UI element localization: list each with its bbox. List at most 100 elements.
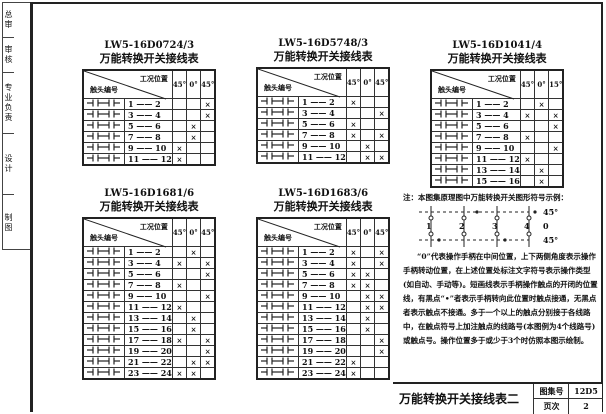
level-label: 45° [543, 235, 558, 245]
contact-number: 3 —— 4 [124, 109, 173, 121]
table-row: 7 —— 8 × [82, 279, 216, 291]
contact-from: 1 [128, 98, 134, 109]
diagonal-header: 工况位置 触头编号 [82, 69, 173, 100]
contact-from: 9 [302, 140, 308, 151]
empty-cell [374, 367, 390, 380]
header-row: 工况位置 触头编号 45° 0° 45° [256, 217, 390, 248]
line-label: 4 [524, 221, 530, 231]
contact-from: 1 [476, 98, 482, 109]
empty-cell [171, 246, 188, 258]
contact-from: 5 [302, 118, 308, 129]
closed-mark-cell: × [374, 151, 390, 164]
page-number: 2 [568, 399, 603, 414]
contact-number: 9 —— 10 [472, 142, 521, 154]
wiring-table-block: LW5-16D1683/6 万能转换开关接线表 工况位置 触头编号 45° 0° 45° 1 … [256, 188, 391, 380]
table-title: LW5-16D1041/4 万能转换开关接线表 [430, 40, 564, 66]
contact-number: 9 —— 10 [298, 290, 347, 302]
contact-symbol [256, 151, 299, 164]
closed-mark-cell: × [171, 334, 188, 346]
contact-symbol-icon [435, 110, 468, 118]
contact-to: 12 [160, 153, 172, 164]
contact-from: 17 [302, 334, 314, 345]
contact-symbol [82, 279, 125, 291]
contact-symbol [82, 301, 125, 313]
contact-symbol-icon [261, 302, 294, 310]
closed-mark-cell: × [548, 109, 564, 121]
table-row: 3 —— 4 × [82, 109, 216, 121]
contact-from: 21 [302, 356, 314, 367]
contact-symbol-icon [261, 247, 294, 255]
diagonal-header: 工况位置 触头编号 [82, 217, 173, 248]
contact-to: 22 [160, 356, 172, 367]
table-title: LW5-16D0724/3 万能转换开关接线表 [82, 40, 216, 66]
contact-symbol-icon [261, 258, 294, 266]
sidebar-item: 总审 [3, 3, 14, 38]
contact-number: 19 —— 20 [124, 345, 173, 357]
empty-cell [345, 151, 362, 164]
contact-symbol [82, 246, 125, 258]
table-caption: 万能转换开关接线表 [447, 52, 547, 65]
wiring-table: 工况位置 触头编号 45° 0° 45° 1 —— 2 × × 3 —— 4 × × 5 —— 6 × ×… [256, 217, 391, 380]
closed-mark-cell: × [360, 279, 376, 291]
closed-mark-cell: × [171, 367, 188, 380]
contact-symbol-icon [87, 313, 120, 321]
contact-symbol-icon [261, 130, 294, 138]
closed-mark-cell: × [360, 312, 376, 324]
contact-to: 8 [329, 279, 335, 290]
wiring-table: 工况位置 触头编号 45° 0° 45° 1 —— 2 × 3 —— 4 × × 5 —— 6 × 7 … [82, 217, 217, 380]
contact-symbol-icon [261, 280, 294, 288]
closed-mark-cell: × [360, 323, 376, 335]
contact-number: 11 —— 12 [124, 301, 173, 313]
empty-cell [374, 323, 390, 335]
table-row: 3 —— 4 × × [82, 257, 216, 269]
empty-cell [534, 142, 550, 154]
contact-to: 24 [334, 367, 346, 378]
empty-cell [171, 120, 188, 132]
header-row: 工况位置 触头编号 45° 0° 45° [82, 69, 216, 100]
contact-number: 5 —— 6 [124, 268, 173, 280]
empty-cell [200, 279, 216, 291]
table-row: 1 —— 2 × [256, 96, 390, 108]
empty-cell [171, 268, 188, 280]
line-label: 2 [459, 221, 465, 231]
contact-to: 6 [155, 268, 161, 279]
table-model: LW5-16D5748/3 [278, 38, 369, 49]
table-row: 9 —— 10 × [82, 142, 216, 154]
table-row: 11 —— 12 × [430, 153, 564, 165]
empty-cell [171, 312, 188, 324]
closed-mark-cell: × [519, 153, 536, 165]
contact-symbol [256, 334, 299, 346]
closed-mark-cell: × [186, 312, 202, 324]
contact-symbol [256, 290, 299, 302]
table-row: 5 —— 6 × [82, 268, 216, 280]
table-caption: 万能转换开关接线表 [273, 200, 373, 213]
table-row: 21 —— 22 × × [82, 356, 216, 368]
contact-to: 4 [155, 257, 161, 268]
contact-to: 14 [334, 312, 346, 323]
closed-mark-cell: × [374, 334, 390, 346]
contact-symbol-icon [261, 368, 294, 376]
contact-from: 9 [128, 290, 134, 301]
contact-symbol-icon [261, 141, 294, 149]
table-caption: 万能转换开关接线表 [99, 200, 199, 213]
table-caption: 万能转换开关接线表 [273, 50, 373, 63]
contact-symbol-icon [87, 121, 120, 129]
contact-to: 6 [329, 118, 335, 129]
empty-cell [200, 312, 216, 324]
empty-cell [171, 131, 188, 143]
position-column-header: 45° [200, 217, 216, 247]
contact-symbol-icon [87, 247, 120, 255]
empty-cell [186, 334, 202, 346]
contact-symbol-icon [261, 119, 294, 127]
note: 注：本图集原理图中万能转换开关图形符号示例： 1 2 3 4 [403, 192, 599, 348]
empty-cell [171, 356, 188, 368]
contact-symbol-icon [261, 97, 294, 105]
closed-mark-cell: × [360, 301, 376, 313]
contact-symbol [256, 129, 299, 141]
contact-number: 9 —— 10 [124, 142, 173, 154]
contact-to: 10 [503, 142, 515, 153]
contact-symbol [430, 164, 473, 176]
contact-number: 5 —— 6 [298, 118, 347, 130]
closed-mark-cell: × [186, 131, 202, 143]
contact-to: 12 [160, 301, 172, 312]
